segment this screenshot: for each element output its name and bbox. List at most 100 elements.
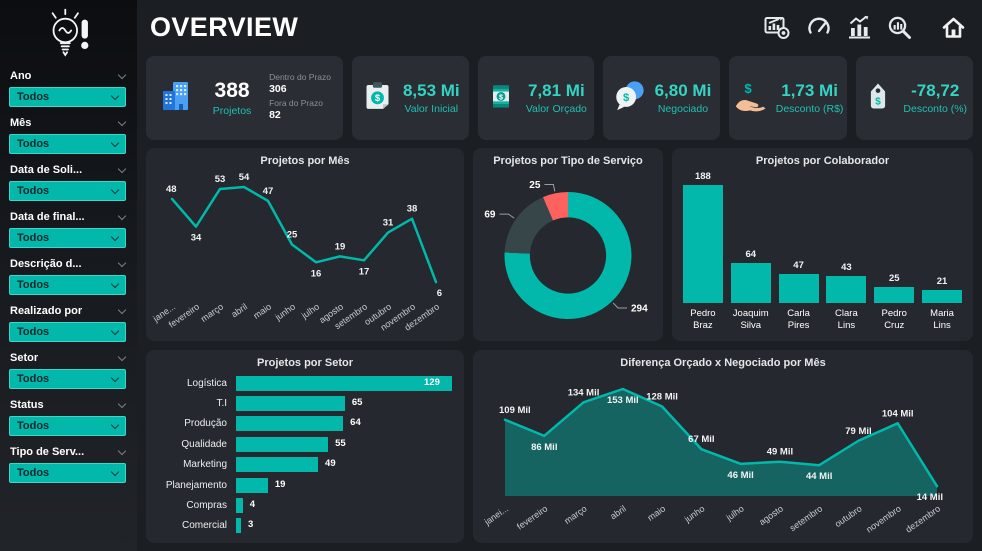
bar[interactable] (236, 375, 452, 391)
svg-text:$: $ (744, 81, 752, 96)
bar[interactable] (682, 185, 723, 303)
data-label: 134 Mil (568, 387, 600, 398)
label-line (544, 183, 556, 192)
charts-grid: Projetos por Mês 48 34 53 54 47 25 16 19 17 31 38 6… (137, 142, 982, 551)
kpi-row: 388 Projetos Dentro do Prazo 306 Fora do… (137, 52, 982, 142)
filter-dropdown[interactable]: Todos (9, 228, 126, 248)
trend-line[interactable] (503, 387, 939, 488)
filter-dropdown[interactable]: Todos (9, 134, 126, 154)
bar[interactable] (236, 477, 268, 493)
chevron-down-icon[interactable] (117, 258, 127, 267)
axis-label: julho (724, 503, 746, 523)
bar[interactable] (778, 273, 819, 303)
filter-dropdown[interactable]: Todos (9, 416, 126, 436)
dropdown-value: Todos (17, 232, 50, 244)
axis-label: Joaquim Silva (732, 308, 769, 331)
kpi-breakdown: Dentro do Prazo 306 Fora do Prazo 82 (269, 72, 331, 124)
data-label: 65 (351, 397, 363, 409)
bar[interactable] (236, 416, 344, 432)
data-label: 129 (424, 376, 440, 388)
kpi-value: 6,80 Mi (654, 81, 712, 101)
column: 21 Maria Lins (921, 169, 963, 336)
data-label: 86 Mil (531, 442, 557, 453)
donut-slice[interactable] (504, 192, 632, 319)
data-label: 153 Mil (607, 395, 639, 406)
bar-row: Comercial 3 (154, 516, 456, 536)
filter-dropdown[interactable]: Todos (9, 181, 126, 201)
search-chart-icon[interactable] (887, 15, 912, 40)
axis-label: dezembro (904, 503, 943, 534)
donut-slice[interactable] (542, 192, 568, 221)
chevron-down-icon[interactable] (117, 446, 127, 455)
column-chart[interactable]: 188 Pedro Braz 64 Joaquim Silva 47 Carla Pire… (680, 169, 965, 336)
data-label: 25 (529, 180, 541, 191)
column: 188 Pedro Braz (682, 169, 724, 336)
report-icon[interactable] (764, 15, 791, 40)
filter-group: Status Todos (9, 399, 127, 436)
area-fill[interactable] (505, 389, 937, 496)
bar[interactable] (236, 457, 319, 473)
donut-chart[interactable]: 294 69 25 (481, 169, 655, 336)
money-can-icon: $ (485, 79, 517, 118)
data-label: 53 (215, 174, 226, 185)
chevron-down-icon[interactable] (117, 211, 127, 220)
chevron-down-icon[interactable] (117, 399, 127, 408)
donut-chart-svg: 294 69 25 (484, 180, 648, 319)
bar[interactable] (874, 287, 915, 303)
home-icon[interactable] (941, 15, 966, 40)
filter-dropdown[interactable]: Todos (9, 87, 126, 107)
kpi-label: Desconto (%) (903, 102, 968, 115)
bar-chart-icon[interactable] (847, 15, 872, 40)
panel-projetos-por-tipo: Projetos por Tipo de Serviço 294 69 25 (473, 148, 663, 341)
bar[interactable] (730, 262, 771, 303)
filter-dropdown[interactable]: Todos (9, 322, 126, 342)
axis-label: maio (646, 503, 668, 522)
filter-dropdown[interactable]: Todos (9, 369, 126, 389)
filter-dropdown[interactable]: Todos (9, 275, 126, 295)
bar-track: 129 (236, 375, 452, 391)
chevron-down-icon (110, 326, 120, 335)
chevron-down-icon (110, 420, 120, 429)
dropdown-value: Todos (17, 326, 50, 338)
filter-label: Ano (10, 70, 32, 82)
chevron-down-icon[interactable] (117, 164, 127, 173)
hbar-chart[interactable]: Logística 129 T.I 65 Produção 64 Qualidade 55 Ma… (154, 371, 456, 538)
bar[interactable] (922, 289, 963, 303)
line-chart[interactable]: 48 34 53 54 47 25 16 19 17 31 38 6 jane... fevereiro m… (150, 169, 456, 336)
chat-dollar-icon: $ (612, 79, 646, 118)
chevron-down-icon[interactable] (117, 305, 127, 314)
bar[interactable] (236, 497, 243, 513)
chevron-down-icon[interactable] (117, 70, 127, 79)
dropdown-value: Todos (17, 185, 50, 197)
bar[interactable] (236, 396, 345, 412)
data-label: 17 (359, 266, 370, 277)
filter-label: Mês (10, 117, 32, 129)
axis-label: junho (682, 503, 707, 524)
axis-label: Produção (184, 418, 227, 430)
data-label: 14 Mil (917, 492, 943, 503)
chevron-down-icon[interactable] (117, 352, 127, 361)
bar[interactable] (236, 518, 242, 534)
donut-slice[interactable] (504, 197, 553, 254)
filter-dropdown[interactable]: Todos (9, 463, 126, 483)
speedometer-icon[interactable] (806, 15, 832, 40)
data-label: 54 (239, 172, 250, 183)
trend-line[interactable] (170, 185, 438, 284)
bar[interactable] (826, 276, 867, 303)
filter-list: Ano Todos Mês Todos Data de Soli... Todos Data… (9, 68, 127, 493)
area-chart-svg: 109 Mil 86 Mil 134 Mil 153 Mil 128 Mil 67 Mil… (482, 387, 943, 534)
bar-row: Compras 4 (154, 495, 456, 515)
data-label: 104 Mil (882, 408, 914, 419)
bar[interactable] (236, 436, 329, 452)
chevron-down-icon[interactable] (117, 117, 127, 126)
chevron-down-icon (110, 467, 120, 476)
bar-row: Logística 129 (154, 373, 456, 393)
chevron-down-icon (110, 185, 120, 194)
bar-row: Marketing 49 (154, 455, 456, 475)
area-chart[interactable]: 109 Mil 86 Mil 134 Mil 153 Mil 128 Mil 67 Mil… (481, 371, 965, 538)
filter-group: Data de final... Todos (9, 211, 127, 248)
kpi-card-desconto-rs: $ 1,73 Mi Desconto (R$) (728, 56, 848, 140)
bar-track: 4 (236, 497, 452, 513)
kpi-card-desconto-pct: $ -78,72 Desconto (%) (856, 56, 974, 140)
